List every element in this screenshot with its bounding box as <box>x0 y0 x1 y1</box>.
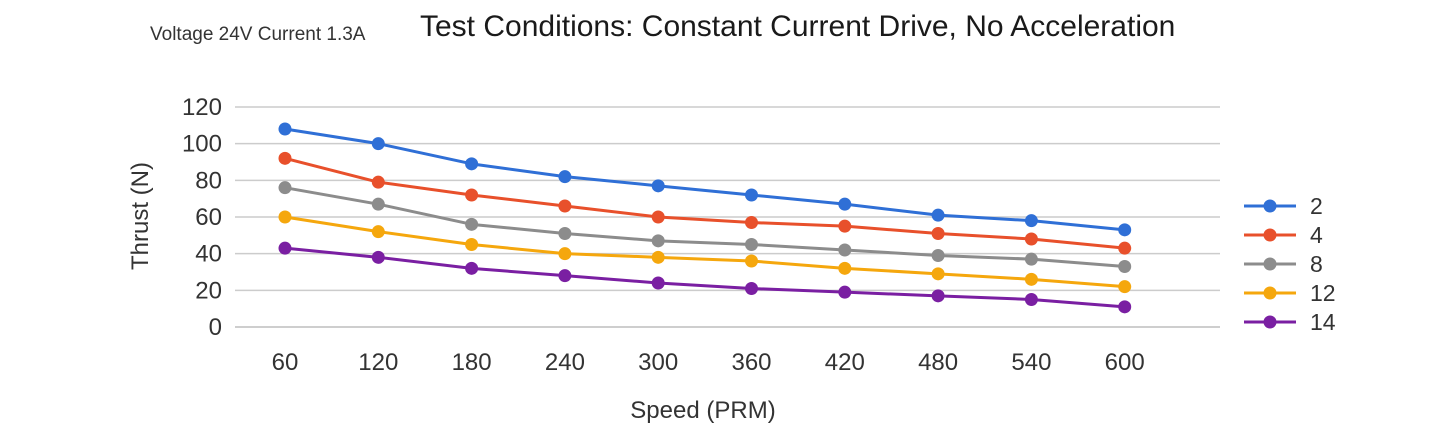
x-axis-label: Speed (PRM) <box>630 397 775 424</box>
data-point-14-180 <box>465 261 479 275</box>
legend-label: 12 <box>1310 280 1336 306</box>
y-tick-label: 0 <box>209 314 222 341</box>
x-axis-ticks: 60 120 180 240 300 360 420 480 540 600 <box>272 349 1145 376</box>
data-point-8-360 <box>745 238 758 251</box>
legend-marker <box>1263 286 1277 300</box>
data-point-12-180 <box>465 238 479 251</box>
legend: 2 4 8 12 14 <box>1244 193 1336 335</box>
data-point-8-480 <box>931 249 945 262</box>
series-line-14 <box>284 246 1125 309</box>
data-point-12-600 <box>1118 280 1132 294</box>
legend-item-8: 8 <box>1244 251 1323 277</box>
data-point-12-120 <box>371 225 385 239</box>
legend-label: 8 <box>1310 251 1323 277</box>
data-point-8-180 <box>465 217 479 231</box>
x-tick-label: 240 <box>545 349 585 376</box>
data-point-12-480 <box>931 267 945 281</box>
data-point-14-540 <box>1024 293 1038 306</box>
x-tick-label: 420 <box>825 349 865 376</box>
data-point-12-300 <box>651 250 665 264</box>
data-point-2-60 <box>278 122 292 136</box>
series-lines <box>284 127 1125 309</box>
data-point-8-420 <box>838 243 852 257</box>
x-tick-label: 600 <box>1105 349 1145 376</box>
data-point-14-240 <box>558 269 572 283</box>
legend-label: 14 <box>1310 309 1336 335</box>
data-point-14-480 <box>931 289 945 303</box>
x-tick-label: 180 <box>452 349 492 376</box>
legend-marker <box>1263 257 1277 271</box>
chart-subtitle: Voltage 24V Current 1.3A <box>150 24 366 45</box>
data-point-14-600 <box>1118 300 1132 314</box>
legend-marker <box>1263 199 1277 213</box>
data-point-4-360 <box>745 216 758 229</box>
data-point-12-360 <box>745 254 758 268</box>
data-point-4-600 <box>1118 241 1132 255</box>
legend-marker <box>1263 228 1277 242</box>
data-point-4-120 <box>371 175 385 189</box>
data-point-2-600 <box>1118 223 1132 237</box>
data-point-8-60 <box>278 181 292 195</box>
x-tick-label: 60 <box>272 349 299 376</box>
data-point-2-180 <box>465 157 479 171</box>
data-point-12-240 <box>558 247 572 261</box>
data-point-14-300 <box>651 276 665 290</box>
data-point-12-540 <box>1024 272 1038 286</box>
data-point-8-540 <box>1024 252 1038 266</box>
data-point-4-180 <box>465 188 479 202</box>
data-point-2-240 <box>558 170 572 184</box>
x-tick-label: 540 <box>1011 349 1051 376</box>
data-point-4-240 <box>558 199 572 213</box>
data-point-2-480 <box>931 208 945 222</box>
chart-title: Test Conditions: Constant Current Drive,… <box>420 10 1176 43</box>
data-point-14-60 <box>278 241 292 255</box>
data-point-2-540 <box>1024 214 1038 228</box>
x-tick-label: 300 <box>638 349 678 376</box>
data-point-2-360 <box>745 188 758 202</box>
data-point-8-300 <box>651 234 665 248</box>
data-point-4-300 <box>651 210 665 224</box>
data-point-8-240 <box>558 227 572 240</box>
data-point-12-420 <box>838 261 852 275</box>
series-points <box>278 122 1132 314</box>
legend-label: 4 <box>1310 222 1323 248</box>
legend-item-12: 12 <box>1244 280 1336 306</box>
y-tick-label: 80 <box>195 167 222 194</box>
y-tick-label: 60 <box>195 204 222 231</box>
data-point-2-120 <box>371 137 385 151</box>
data-point-8-600 <box>1118 260 1132 273</box>
x-tick-label: 360 <box>731 349 771 376</box>
x-tick-label: 480 <box>918 349 958 376</box>
data-point-8-120 <box>371 197 385 211</box>
data-point-4-60 <box>278 151 292 165</box>
series-line-4 <box>284 156 1125 250</box>
series-line-2 <box>284 127 1125 232</box>
y-axis-ticks: 0 20 40 60 80 100 120 <box>182 94 222 341</box>
legend-marker <box>1263 315 1277 329</box>
data-point-14-360 <box>745 282 758 295</box>
y-axis-label: Thrust (N) <box>127 162 154 270</box>
x-tick-label: 120 <box>358 349 398 376</box>
data-point-14-120 <box>371 250 385 264</box>
data-point-12-60 <box>278 210 292 224</box>
series-line-12 <box>284 215 1125 289</box>
legend-item-14: 14 <box>1244 309 1336 335</box>
y-tick-label: 120 <box>182 94 222 121</box>
y-tick-label: 40 <box>195 241 222 268</box>
legend-label: 2 <box>1310 193 1323 219</box>
data-point-4-480 <box>931 227 945 240</box>
data-point-14-420 <box>838 285 852 299</box>
grid-lines <box>235 106 1220 328</box>
y-tick-label: 20 <box>195 277 222 304</box>
legend-item-4: 4 <box>1244 222 1323 248</box>
data-point-4-540 <box>1024 232 1038 246</box>
y-tick-label: 100 <box>182 131 222 158</box>
series-line-8 <box>284 186 1125 268</box>
legend-item-2: 2 <box>1244 193 1323 219</box>
data-point-2-420 <box>838 197 852 211</box>
data-point-2-300 <box>651 179 665 193</box>
data-point-4-420 <box>838 219 852 233</box>
